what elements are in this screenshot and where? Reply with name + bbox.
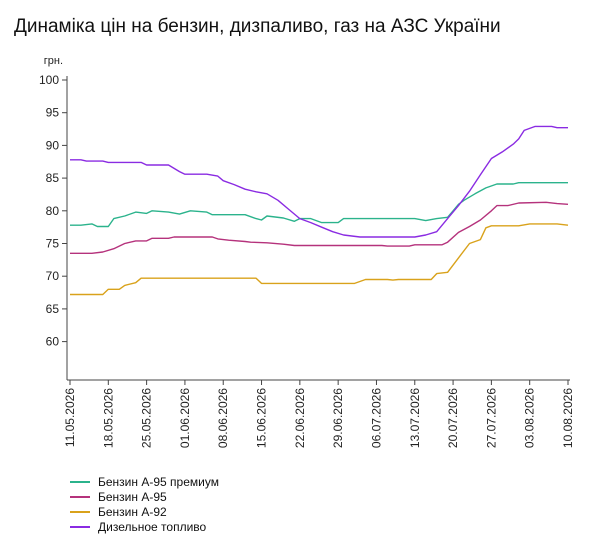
x-tick-label: 13.07.2026 <box>408 388 422 448</box>
series-line-4 <box>70 125 568 238</box>
x-tick-label: 11.05.2026 <box>63 388 77 447</box>
y-axis-label: грн. <box>44 55 63 67</box>
y-tick-label: 70 <box>46 269 60 283</box>
chart-title: Динаміка цін на бензин, дизпаливо, газ н… <box>14 16 501 37</box>
legend-label: Бензин А-95 <box>98 489 167 504</box>
legend-item: Бензин А-95 <box>70 489 219 504</box>
x-tick-label: 22.06.2026 <box>293 388 307 448</box>
legend-swatch <box>70 525 90 528</box>
y-tick-label: 90 <box>46 138 60 152</box>
x-tick-label: 08.06.2026 <box>216 388 230 448</box>
y-tick-label: 95 <box>46 106 60 120</box>
series-line-3 <box>70 223 569 296</box>
legend-item: Дизельное топливо <box>70 519 219 534</box>
y-tick-label: 65 <box>46 302 60 316</box>
y-tick-label: 60 <box>46 335 60 349</box>
x-tick-label: 03.08.2026 <box>523 388 537 448</box>
x-tick-label: 15.06.2026 <box>255 388 269 448</box>
x-tick-label: 20.07.2026 <box>446 388 460 448</box>
line-chart: грн. 100 95 90 85 80 75 70 65 60 11.05.2026 18.05.2… <box>39 55 575 448</box>
legend-swatch <box>70 510 90 513</box>
legend-item: Бензин А-95 премиум <box>70 474 219 489</box>
legend-swatch <box>70 495 90 498</box>
x-tick-label: 10.08.2026 <box>561 388 575 448</box>
x-tick-label: 29.06.2026 <box>331 388 345 448</box>
series-line-2 <box>70 201 569 254</box>
legend-label: Бензин А-95 премиум <box>98 474 219 489</box>
y-tick-label: 80 <box>46 204 60 218</box>
chart-legend: Бензин А-95 премиум Бензин А-95 Бензин А-9… <box>70 474 219 534</box>
series-line-1 <box>70 182 568 228</box>
y-tick-label: 85 <box>46 171 60 185</box>
x-tick-label: 25.05.2026 <box>140 388 154 448</box>
legend-label: Дизельное топливо <box>98 519 207 534</box>
x-tick-label: 18.05.2026 <box>101 388 115 448</box>
legend-item: Бензин А-92 <box>70 504 219 519</box>
y-tick-label: 100 <box>39 73 59 87</box>
x-tick-label: 01.06.2026 <box>178 388 192 448</box>
y-tick-label: 75 <box>46 237 60 251</box>
x-tick-label: 06.07.2026 <box>369 388 383 448</box>
legend-swatch <box>70 480 90 483</box>
x-tick-label: 27.07.2026 <box>484 388 498 448</box>
legend-label: Бензин А-92 <box>98 504 167 519</box>
